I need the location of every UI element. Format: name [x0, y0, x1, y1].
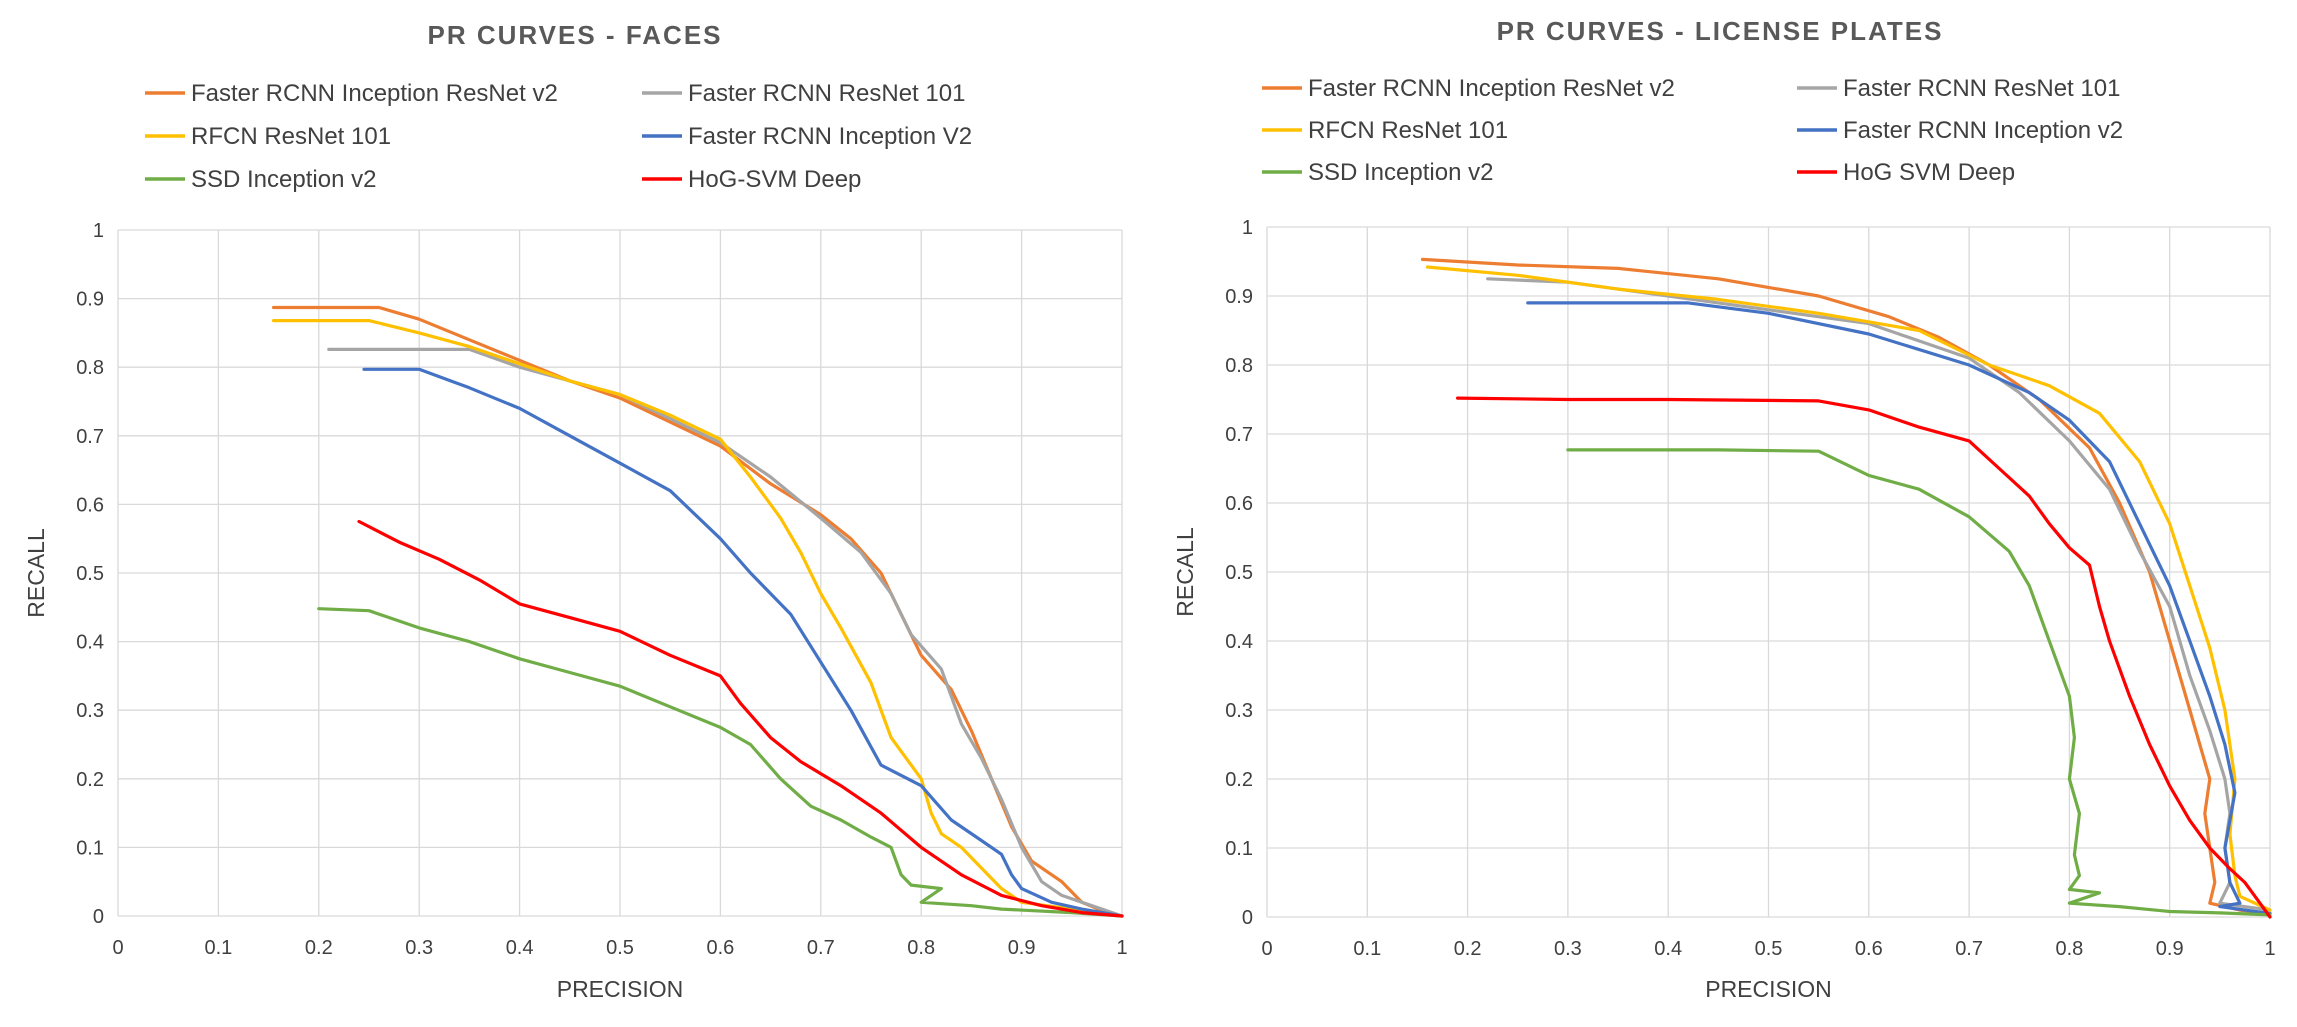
- y-tick-label: 0.7: [76, 426, 104, 448]
- x-tick-label: 0.8: [2055, 938, 2083, 960]
- y-tick-label: 0.4: [76, 632, 104, 654]
- legend-label: RFCN ResNet 101: [191, 123, 391, 150]
- y-axis-label: RECALL: [1172, 527, 1198, 617]
- y-tick-label: 0.9: [1225, 286, 1253, 308]
- x-tick-label: 0.5: [606, 937, 634, 959]
- legend-label: Faster RCNN ResNet 101: [1843, 75, 2120, 102]
- legend-label: Faster RCNN ResNet 101: [688, 80, 965, 107]
- legend-label: Faster RCNN Inception V2: [688, 123, 972, 150]
- y-tick-label: 0.4: [1225, 631, 1253, 653]
- y-tick-label: 0.6: [1225, 493, 1253, 515]
- x-tick-label: 0.9: [2156, 938, 2184, 960]
- x-tick-label: 0.2: [305, 937, 333, 959]
- x-tick-label: 1: [2264, 938, 2275, 960]
- y-tick-label: 0.3: [1225, 700, 1253, 722]
- y-tick-label: 0.7: [1225, 424, 1253, 446]
- x-tick-label: 0.3: [1554, 938, 1582, 960]
- x-axis-label: PRECISION: [557, 976, 684, 1002]
- chart-faces: PR CURVES - FACES 0 0.1 0.2 0.3 0.4 0.5 0.6 0.7 0…: [23, 20, 1128, 1002]
- y-tick-label: 0.5: [76, 563, 104, 585]
- y-tick-label: 0: [93, 906, 104, 928]
- y-tick-label: 0.2: [76, 769, 104, 791]
- chart-title: PR CURVES - FACES: [427, 20, 722, 50]
- y-tick-label: 0.8: [76, 357, 104, 379]
- x-tick-label: 0.6: [1855, 938, 1883, 960]
- series-line-2: [327, 347, 1124, 918]
- series-line-4: [362, 367, 1124, 918]
- legend-label: HoG-SVM Deep: [688, 166, 861, 193]
- y-tick-label: 0: [1242, 907, 1253, 929]
- legend-label: Faster RCNN Inception v2: [1843, 117, 2123, 144]
- x-tick-label: 0.3: [405, 937, 433, 959]
- x-tick-label: 0.1: [204, 937, 232, 959]
- series-line-3: [272, 319, 1124, 918]
- legend-label: HoG SVM Deep: [1843, 159, 2015, 186]
- x-tick-label: 0.9: [1008, 937, 1036, 959]
- x-tick-label: 0.4: [506, 937, 534, 959]
- x-tick-label: 0.2: [1454, 938, 1482, 960]
- y-axis-label: RECALL: [23, 528, 49, 618]
- y-tick-label: 0.9: [76, 289, 104, 311]
- legend-label: Faster RCNN Inception ResNet v2: [191, 80, 558, 107]
- legend-label: SSD Inception v2: [191, 166, 376, 193]
- y-tick-label: 0.3: [76, 700, 104, 722]
- series-line-5: [317, 607, 1124, 918]
- series-line-2: [1486, 277, 2272, 912]
- y-tick-label: 1: [1242, 217, 1253, 239]
- y-tick-label: 0.1: [76, 837, 104, 859]
- x-tick-label: 0.5: [1755, 938, 1783, 960]
- series-line-3: [1425, 265, 2272, 912]
- y-tick-label: 0.2: [1225, 769, 1253, 791]
- x-tick-label: 0.8: [907, 937, 935, 959]
- y-tick-label: 0.8: [1225, 355, 1253, 377]
- series-line-6: [357, 519, 1124, 918]
- series-line-6: [1455, 396, 2272, 919]
- x-tick-label: 1: [1116, 937, 1127, 959]
- x-tick-label: 0.1: [1353, 938, 1381, 960]
- y-tick-label: 1: [93, 220, 104, 242]
- y-tick-label: 0.1: [1225, 838, 1253, 860]
- x-tick-label: 0.7: [807, 937, 835, 959]
- legend-label: Faster RCNN Inception ResNet v2: [1308, 75, 1675, 102]
- y-tick-label: 0.5: [1225, 562, 1253, 584]
- y-tick-label: 0.6: [76, 494, 104, 516]
- series-line-5: [1566, 448, 2272, 917]
- x-axis-label: PRECISION: [1705, 976, 1832, 1002]
- chart-plates: PR CURVES - LICENSE PLATES 0 0.1 0.2 0.3 0.4 0…: [1172, 16, 2276, 1002]
- series-line-1: [272, 305, 1124, 918]
- chart-title: PR CURVES - LICENSE PLATES: [1497, 16, 1944, 46]
- x-tick-label: 0.6: [706, 937, 734, 959]
- x-tick-label: 0: [112, 937, 123, 959]
- x-tick-label: 0.7: [1955, 938, 1983, 960]
- legend-label: SSD Inception v2: [1308, 159, 1493, 186]
- series-line-1: [1420, 257, 2272, 916]
- series-line-4: [1526, 301, 2272, 916]
- legend-label: RFCN ResNet 101: [1308, 117, 1508, 144]
- x-tick-label: 0.4: [1654, 938, 1682, 960]
- x-tick-label: 0: [1261, 938, 1272, 960]
